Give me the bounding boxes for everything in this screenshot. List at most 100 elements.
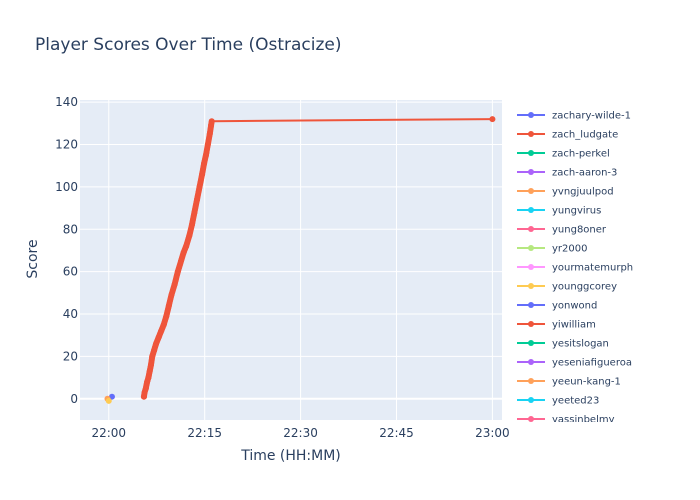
data-point [196,183,203,190]
legend-label: yourmatemurph [552,263,633,274]
data-point [489,116,496,123]
legend-swatch-marker [528,112,534,118]
data-point [145,374,152,381]
legend-item[interactable]: yonwond [517,301,597,312]
data-point [160,321,167,328]
legend-label: yvngjuulpod [552,187,614,198]
legend-swatch-marker [528,226,534,232]
legend-swatch-marker [528,378,534,384]
data-point [146,368,153,375]
legend-item[interactable]: yung8oner [517,225,607,236]
x-tick-label: 22:15 [187,426,222,440]
legend-label: yesitslogan [552,339,609,350]
legend-swatch-marker [528,131,534,137]
data-point [188,222,195,229]
data-point [168,291,175,298]
legend-swatch-marker [528,416,534,422]
y-tick-label: 60 [63,265,78,279]
legend-swatch-marker [528,321,534,327]
data-point [183,243,190,250]
data-point [105,397,112,404]
data-point [202,152,209,159]
legend-item[interactable]: zach-perkel [517,149,610,160]
legend-swatch-marker [528,188,534,194]
legend-item[interactable]: yiwilliam [517,320,596,331]
data-point [155,334,162,341]
legend-item[interactable]: yesitslogan [517,339,609,350]
data-point [178,258,185,265]
legend-item[interactable]: younggcorey [517,282,617,293]
legend-swatch-marker [528,245,534,251]
legend-label: yonwond [552,301,597,312]
x-axis-title: Time (HH:MM) [240,448,341,464]
legend-label: yeeted23 [552,396,599,407]
legend-label: zachary-wilde-1 [552,111,631,122]
data-point [208,118,215,125]
data-point [180,249,187,256]
data-point [194,196,201,203]
legend-label: yr2000 [552,244,587,255]
data-point [199,171,206,178]
data-point [163,313,170,320]
legend-swatch-marker [528,264,534,270]
legend-item[interactable]: zach_ludgate [517,130,618,141]
legend-swatch-marker [528,359,534,365]
legend-item[interactable]: yungvirus [517,206,601,217]
legend-swatch-marker [528,207,534,213]
series-younggcorey [105,397,112,404]
legend-swatch-marker [528,340,534,346]
data-point [147,361,154,368]
legend-item[interactable]: yr2000 [517,244,587,255]
data-point [108,393,115,400]
data-point [204,141,211,148]
legend-label: zach-aaron-3 [552,168,617,179]
data-point [151,347,158,354]
x-tick-label: 22:30 [283,426,318,440]
series-zachary-wilde-1 [108,393,115,400]
y-tick-label: 80 [63,222,78,236]
data-point [171,281,178,288]
legend-item[interactable]: yeeun-kang-1 [517,377,621,388]
legend-item[interactable]: yvngjuulpod [517,187,614,198]
data-point [149,353,156,360]
data-point [153,340,160,347]
legend-swatch-marker [528,283,534,289]
data-point [158,327,165,334]
y-tick-label: 120 [55,138,78,152]
y-tick-label: 20 [63,349,78,363]
x-tick-label: 22:00 [91,426,126,440]
legend-label: zach_ludgate [552,130,618,141]
data-point [142,385,149,392]
data-point [201,160,208,167]
chart-title: Player Scores Over Time (Ostracize) [35,35,342,55]
legend-label: younggcorey [552,282,617,293]
legend-items: zachary-wilde-1 zach_ludgate zach-perkel za… [517,111,633,426]
legend-item[interactable]: yeeted23 [517,396,599,407]
legend-item[interactable]: zach-aaron-3 [517,168,617,179]
legend-label: yeseniafigueroa [552,358,632,369]
legend[interactable]: zachary-wilde-1 zach_ludgate zach-perkel za… [517,111,633,426]
data-point [206,130,213,137]
legend-item[interactable]: zachary-wilde-1 [517,111,631,122]
legend-swatch-marker [528,397,534,403]
legend-swatch-marker [528,302,534,308]
legend-item[interactable]: yeseniafigueroa [517,358,632,369]
legend-label: yassinbelmy [552,415,615,426]
legend-item[interactable]: yourmatemurph [517,263,633,274]
legend-swatch-marker [528,150,534,156]
y-tick-label: 0 [70,392,78,406]
plot-background [80,100,502,420]
series-zach_ludgate [140,116,496,400]
data-point [191,209,198,216]
x-tick-label: 23:00 [475,426,510,440]
x-tick-label: 22:45 [379,426,414,440]
legend-swatch-marker [528,169,534,175]
plot-area: 0 20 40 60 80 100 120 140 22:00 22:15 22:30 22:45 23… [55,95,510,440]
legend-label: yungvirus [552,206,601,217]
data-point [165,302,172,309]
y-tick-label: 100 [55,180,78,194]
data-point [174,268,181,275]
legend-item[interactable]: yassinbelmy [517,415,615,426]
